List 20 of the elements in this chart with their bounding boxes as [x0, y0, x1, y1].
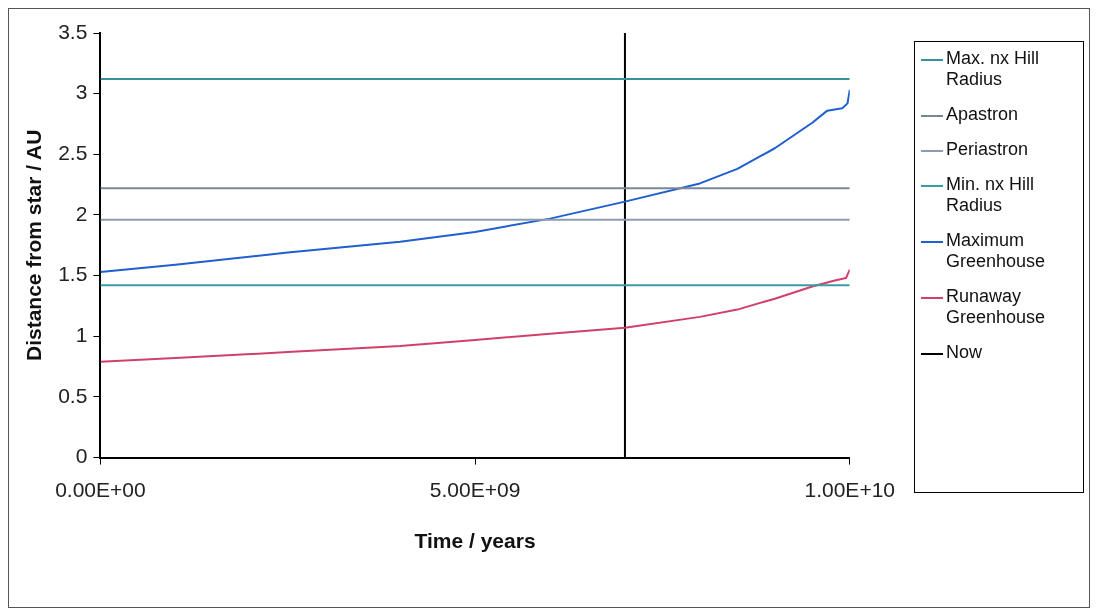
y-tick-label: 0.5 [58, 383, 88, 407]
legend-label: Max. nx Hill Radius [946, 48, 1040, 90]
x-axis-title: Time / years [414, 529, 536, 553]
legend-label: Maximum Greenhouse [946, 230, 1047, 272]
legend-label: Periastron [946, 139, 1029, 160]
y-tick-label: 0 [75, 444, 88, 468]
y-tick-label: 3.5 [58, 19, 88, 43]
x-tick-label: 5.00E+09 [429, 478, 521, 501]
legend-label: Min. nx Hill Radius [946, 174, 1035, 216]
x-tick-label: 0.00E+00 [55, 478, 146, 501]
y-tick-label: 1.5 [58, 262, 88, 286]
y-tick-label: 1 [75, 323, 88, 347]
legend-label: Runaway Greenhouse [946, 286, 1047, 328]
y-tick-label: 3 [75, 80, 88, 104]
x-tick-label: 1.00E+10 [804, 478, 896, 501]
y-tick-label: 2.5 [58, 141, 88, 165]
legend-label: Now [946, 342, 983, 363]
y-axis-title: Distance from star / AU [22, 129, 46, 362]
y-tick-label: 2 [75, 201, 88, 225]
legend-label: Apastron [946, 104, 1019, 125]
